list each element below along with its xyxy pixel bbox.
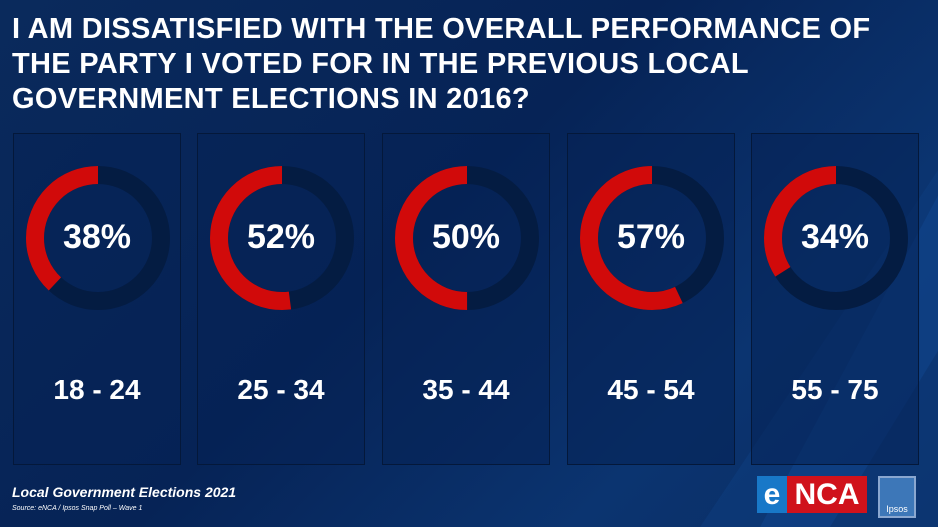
donut-value-label: 34%: [800, 218, 870, 256]
ipsos-logo: Ipsos: [878, 476, 916, 518]
donut-value-arc: [395, 166, 539, 310]
age-group-label: 35 - 44: [422, 374, 510, 405]
donut-value-arc: [26, 166, 170, 310]
donut-panel: 52% 25 - 34: [197, 133, 365, 465]
donut-panel: 50% 35 - 44: [382, 133, 550, 465]
donut-value-arc: [580, 166, 724, 310]
donut-value-arc: [764, 166, 908, 310]
age-group-label: 55 - 75: [791, 374, 879, 405]
enca-logo: e NCA: [757, 476, 867, 513]
age-group-label: 25 - 34: [237, 374, 325, 405]
donut-value-label: 38%: [62, 218, 132, 256]
age-group-label: 45 - 54: [607, 374, 695, 405]
donut-chart: [395, 166, 539, 310]
footer-source: Source: eNCA / Ipsos Snap Poll – Wave 1: [12, 505, 143, 512]
donut-chart: [580, 166, 724, 310]
chart-title: I AM DISSATISFIED WITH THE OVERALL PERFO…: [12, 13, 871, 115]
donut-chart: [26, 166, 170, 310]
donut-value-label: 52%: [246, 218, 316, 256]
donut-chart: [764, 166, 908, 310]
donut-chart: [210, 166, 354, 310]
donut-value-arc: [210, 166, 354, 310]
age-group-label: 18 - 24: [53, 374, 141, 405]
donut-panel: 57% 45 - 54: [567, 133, 735, 465]
donut-value-label: 50%: [431, 218, 501, 256]
donut-value-label: 57%: [616, 218, 686, 256]
donut-panel: 34% 55 - 75: [751, 133, 919, 465]
donut-panel: 38% 18 - 24: [13, 133, 181, 465]
footer-title: Local Government Elections 2021: [12, 484, 237, 500]
